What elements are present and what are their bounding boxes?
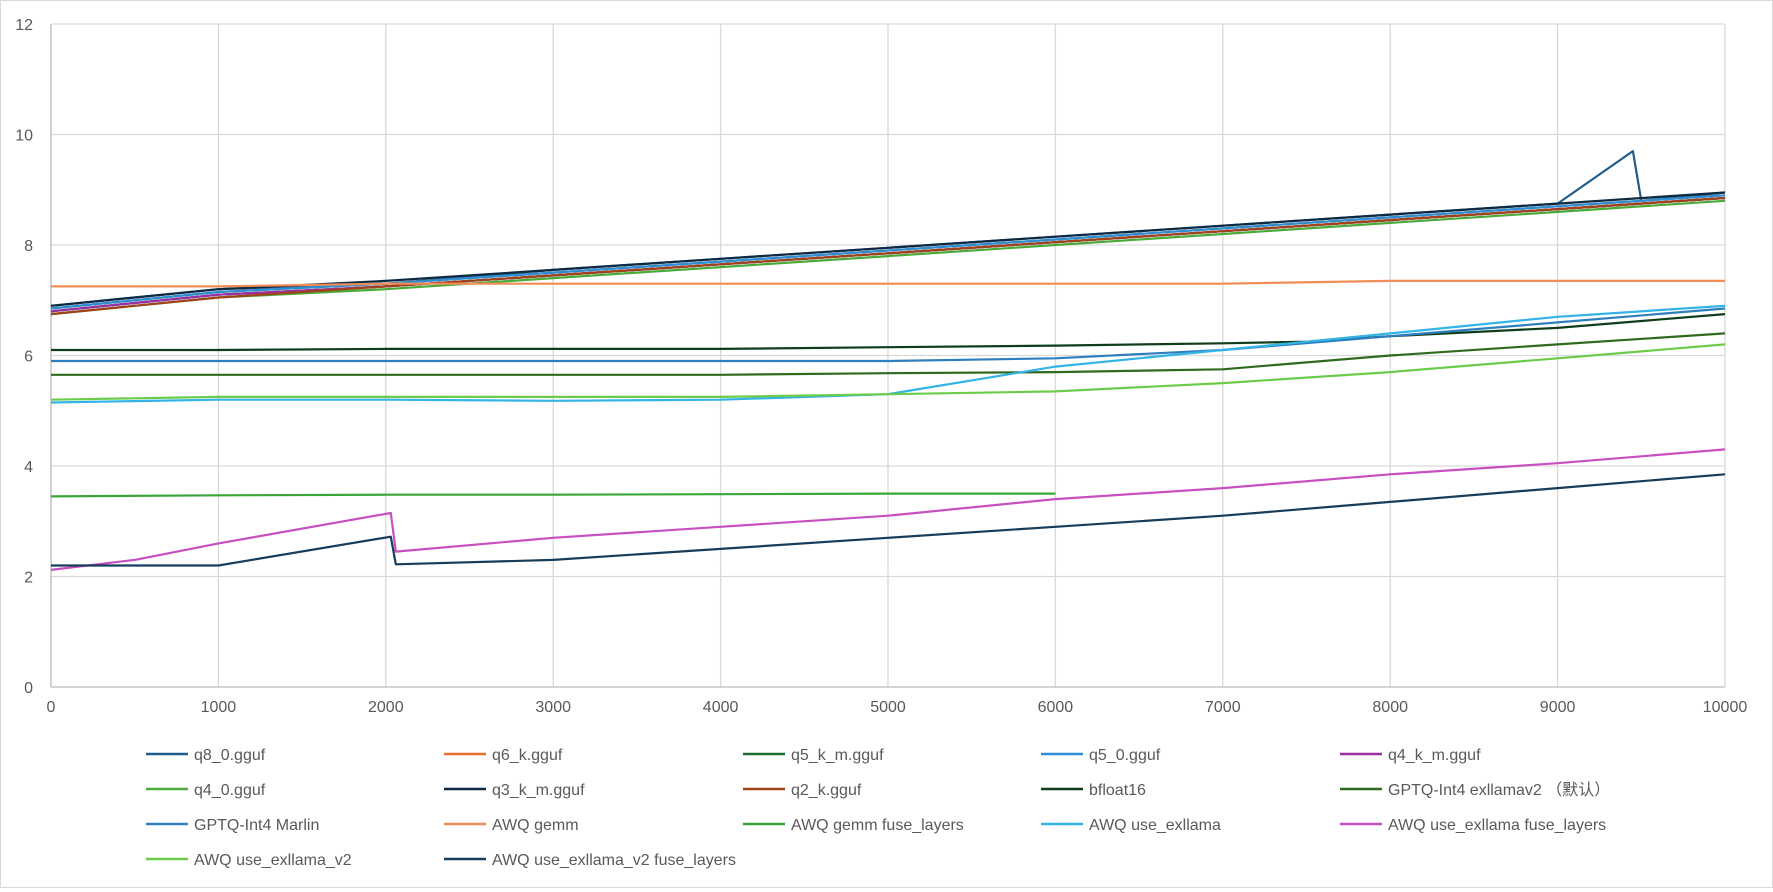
x-tick-label: 4000: [703, 699, 739, 716]
x-tick-label: 0: [47, 699, 56, 716]
series-line-14: [50, 448, 1726, 571]
y-tick-label: 6: [24, 349, 33, 366]
legend-label: q2_k.gguf: [791, 782, 862, 799]
legend-label: AWQ gemm: [492, 817, 579, 834]
legend-label: AWQ use_exllama_v2 fuse_layers: [492, 852, 736, 869]
legend-item: AWQ use_exllama_v2 fuse_layers: [444, 852, 736, 869]
legend-label: AWQ gemm fuse_layers: [791, 817, 964, 834]
legend-label: q4_k_m.gguf: [1388, 747, 1481, 764]
series-lines: [50, 150, 1726, 571]
legend-item: AWQ use_exllama fuse_layers: [1340, 817, 1606, 834]
legend-label: q3_k_m.gguf: [492, 782, 585, 799]
legend-item: GPTQ-Int4 Marlin: [146, 817, 319, 834]
series-line-9: [51, 332, 1726, 376]
legend-label: AWQ use_exllama_v2: [194, 852, 352, 869]
y-tick-labels: 0 2 4 6 8 10 12: [15, 17, 33, 697]
legend-item: q4_0.gguf: [146, 782, 266, 799]
y-tick-label: 8: [24, 238, 33, 255]
legend-label: AWQ use_exllama: [1089, 817, 1221, 834]
legend-item: q5_k_m.gguf: [743, 747, 884, 764]
legend-item: q5_0.gguf: [1041, 747, 1161, 764]
legend-item: AWQ use_exllama_v2: [146, 852, 352, 869]
x-tick-label: 9000: [1540, 699, 1576, 716]
y-tick-label: 0: [24, 680, 33, 697]
legend-label: q5_k_m.gguf: [791, 747, 884, 764]
legend-item: q4_k_m.gguf: [1340, 747, 1481, 764]
legend-item: GPTQ-Int4 exllamav2 （默认）: [1340, 781, 1610, 799]
legend-label: GPTQ-Int4 exllamav2 （默认）: [1388, 781, 1610, 799]
series-line-12: [50, 492, 1056, 498]
x-tick-labels: 0 1000 2000 3000 4000 5000 6000 7000 8000 9000 100…: [47, 699, 1748, 716]
x-tick-label: 7000: [1205, 699, 1241, 716]
legend-label: q8_0.gguf: [194, 747, 266, 764]
x-tick-label: 5000: [870, 699, 906, 716]
legend-label: q5_0.gguf: [1089, 747, 1161, 764]
series-line-15: [50, 343, 1726, 401]
legend-item: q3_k_m.gguf: [444, 782, 585, 799]
series-line-3: [50, 194, 1726, 310]
x-tick-label: 6000: [1038, 699, 1074, 716]
x-tick-label: 2000: [368, 699, 404, 716]
series-line-5: [50, 199, 1726, 316]
x-tick-label: 1000: [201, 699, 237, 716]
legend-label: GPTQ-Int4 Marlin: [194, 817, 319, 834]
legend-label: q4_0.gguf: [194, 782, 266, 799]
legend: q8_0.gguf q6_k.gguf q5_k_m.gguf q5_0.gguf q4…: [146, 747, 1610, 869]
series-line-7: [50, 196, 1726, 316]
y-tick-label: 10: [15, 128, 33, 145]
x-tick-label: 3000: [535, 699, 571, 716]
y-tick-label: 4: [24, 459, 33, 476]
legend-label: AWQ use_exllama fuse_layers: [1388, 817, 1606, 834]
legend-item: q2_k.gguf: [743, 782, 862, 799]
legend-item: bfloat16: [1041, 782, 1146, 799]
legend-item: AWQ gemm fuse_layers: [743, 817, 964, 834]
legend-item: AWQ use_exllama: [1041, 817, 1221, 834]
legend-item: q8_0.gguf: [146, 747, 266, 764]
y-tick-label: 12: [15, 17, 33, 34]
grid-lines: [50, 23, 1726, 688]
y-tick-label: 2: [24, 570, 33, 587]
x-tick-label: 10000: [1703, 699, 1748, 716]
legend-item: AWQ gemm: [444, 817, 579, 834]
series-line-16: [51, 473, 1726, 567]
legend-label: q6_k.gguf: [492, 747, 563, 764]
series-line-10: [51, 307, 1726, 363]
legend-item: q6_k.gguf: [444, 747, 563, 764]
series-line-11: [51, 279, 1725, 288]
axes: [50, 24, 1725, 688]
legend-label: bfloat16: [1089, 782, 1146, 799]
x-tick-label: 8000: [1372, 699, 1408, 716]
